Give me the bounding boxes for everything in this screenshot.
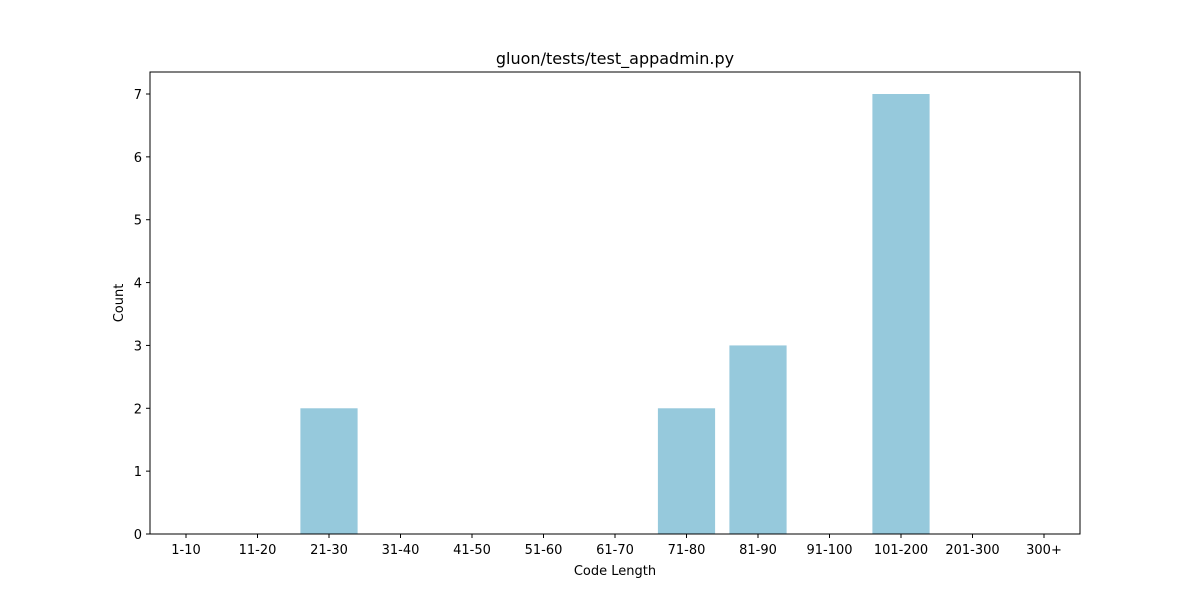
- chart-title: gluon/tests/test_appadmin.py: [496, 49, 734, 69]
- x-tick-label: 101-200: [874, 543, 928, 558]
- x-tick-label: 201-300: [945, 543, 999, 558]
- x-axis-ticks: 1-10 11-20 21-30 31-40 41-50 51-60 61-70 71-80 8…: [171, 534, 1062, 558]
- x-tick-label: 31-40: [382, 543, 420, 558]
- y-tick-label: 6: [134, 151, 142, 166]
- x-tick-label: 1-10: [171, 543, 201, 558]
- x-axis-label: Code Length: [574, 564, 656, 579]
- y-axis-label: Count: [112, 284, 127, 323]
- y-tick-label: 5: [134, 214, 142, 229]
- x-tick-label: 61-70: [596, 543, 634, 558]
- x-tick-label: 91-100: [806, 543, 852, 558]
- y-axis-ticks: 0 1 2 3 4 5 6 7: [134, 88, 150, 543]
- y-tick-label: 2: [134, 402, 142, 417]
- y-tick-label: 4: [134, 277, 142, 292]
- bars-group: [300, 94, 930, 534]
- bar-71-80: [657, 408, 716, 534]
- x-tick-label: 51-60: [525, 543, 563, 558]
- x-tick-label: 21-30: [310, 543, 348, 558]
- y-tick-label: 1: [134, 465, 142, 480]
- x-tick-label: 41-50: [453, 543, 491, 558]
- x-tick-label: 11-20: [239, 543, 277, 558]
- bar-101-200: [872, 94, 930, 534]
- x-tick-label: 81-90: [739, 543, 777, 558]
- y-tick-label: 3: [134, 339, 142, 354]
- y-tick-label: 0: [134, 528, 142, 543]
- x-tick-label: 300+: [1026, 543, 1062, 558]
- bar-21-30: [300, 408, 358, 534]
- x-tick-label: 71-80: [668, 543, 706, 558]
- y-tick-label: 7: [134, 88, 142, 103]
- bar-81-90: [729, 345, 787, 534]
